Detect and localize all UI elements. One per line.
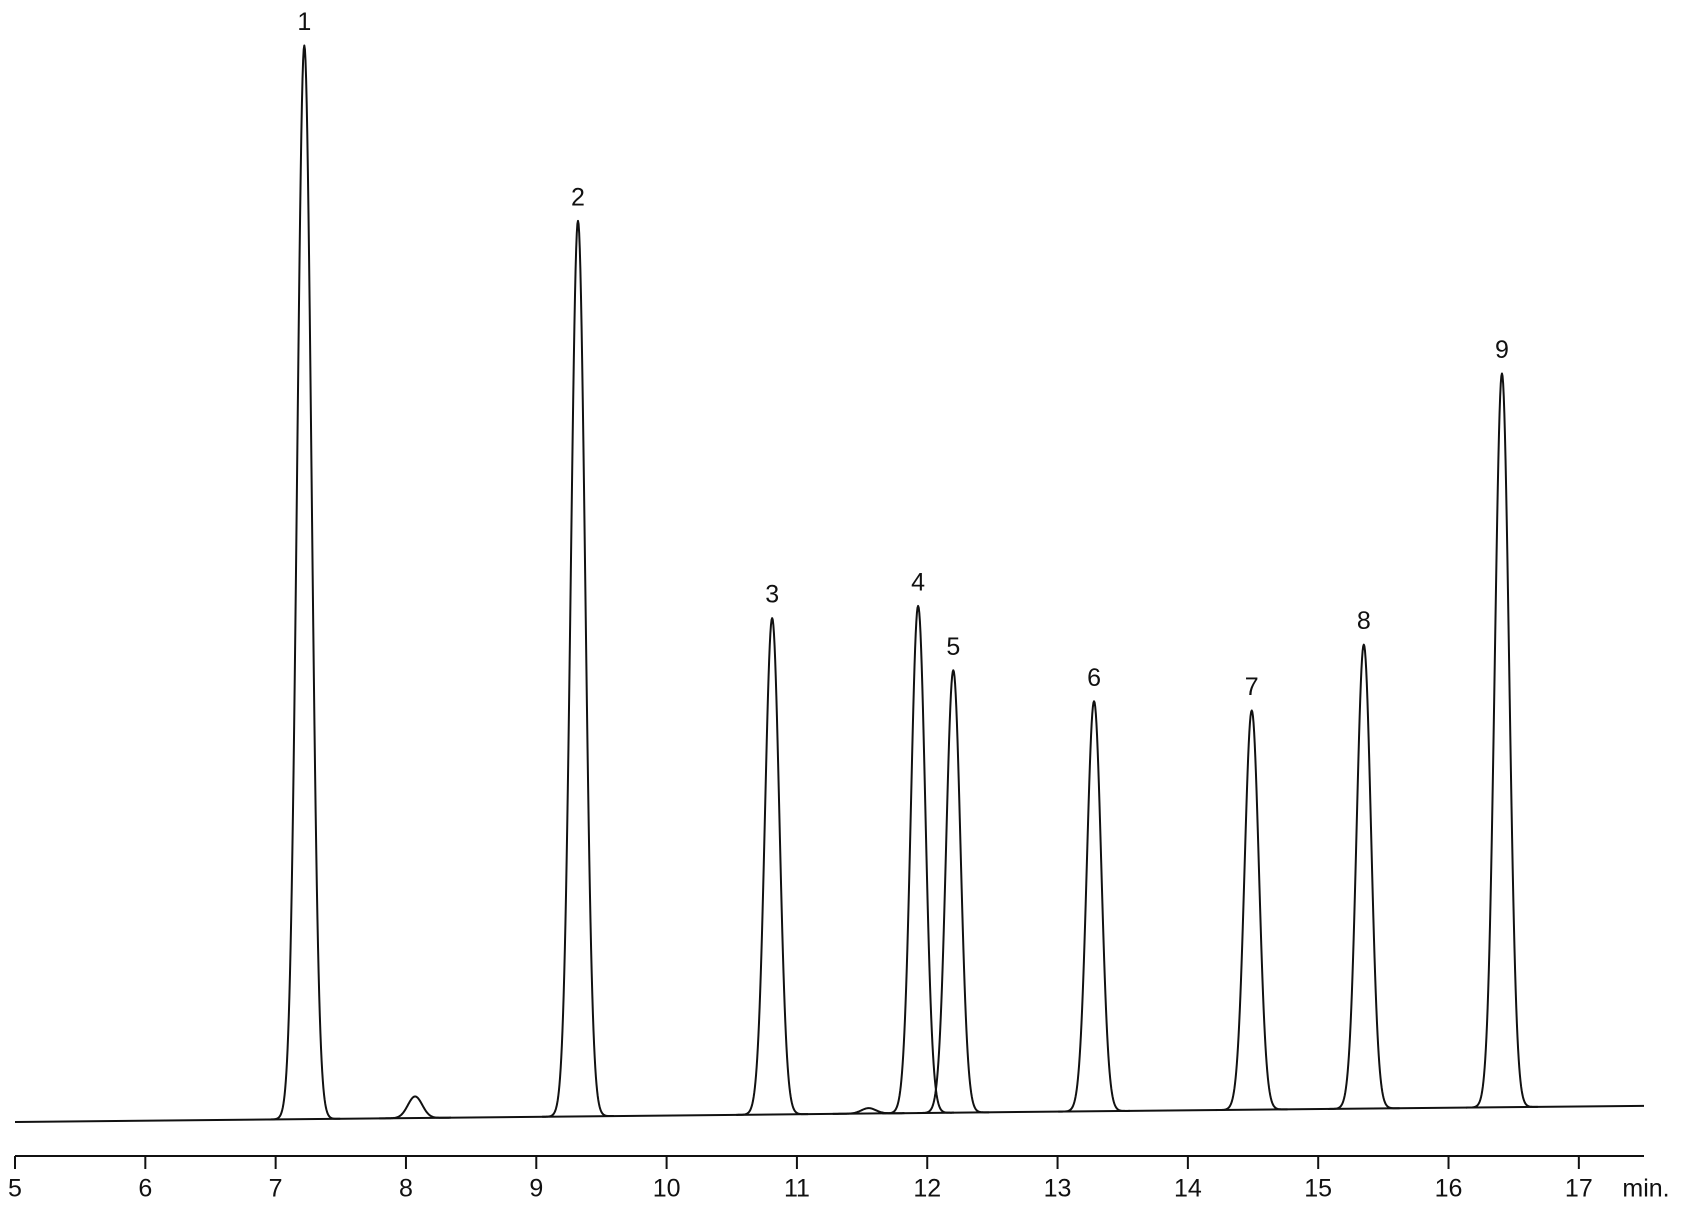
peak-label: 3	[765, 581, 779, 609]
peak	[268, 44, 341, 1121]
peak	[917, 669, 990, 1115]
peak	[1327, 643, 1401, 1110]
peak-label: 4	[911, 569, 925, 597]
x-tick-label: 15	[1304, 1175, 1332, 1203]
peak	[1465, 372, 1539, 1109]
peak-label: 6	[1087, 664, 1101, 692]
peak-label: 2	[571, 183, 585, 211]
x-tick-label: 5	[8, 1175, 22, 1203]
x-tick-label: 7	[269, 1175, 283, 1203]
peak	[541, 219, 615, 1118]
baseline	[14, 1104, 1645, 1123]
peak	[735, 617, 809, 1116]
x-tick-label: 12	[913, 1175, 941, 1203]
peak	[881, 604, 955, 1115]
peak-label: 7	[1245, 673, 1259, 701]
peak	[378, 1095, 452, 1120]
x-tick-label: 11	[784, 1175, 810, 1203]
peak-label: 5	[946, 633, 960, 661]
peak-label: 9	[1495, 336, 1509, 364]
peak-label: 1	[297, 8, 311, 36]
x-tick-label: 16	[1435, 1175, 1463, 1203]
x-tick-label: 6	[138, 1175, 152, 1203]
x-tick-label: 10	[653, 1175, 681, 1203]
x-tick-label: 8	[399, 1175, 413, 1203]
peak	[1215, 709, 1288, 1112]
x-tick-label: 13	[1044, 1175, 1072, 1203]
peak-label: 8	[1357, 607, 1371, 635]
x-tick-label: 14	[1174, 1175, 1202, 1203]
x-tick-label: 17	[1565, 1175, 1593, 1203]
x-tick-label: 9	[529, 1175, 543, 1203]
x-axis-label: min.	[1622, 1175, 1669, 1203]
peak	[1057, 700, 1131, 1113]
